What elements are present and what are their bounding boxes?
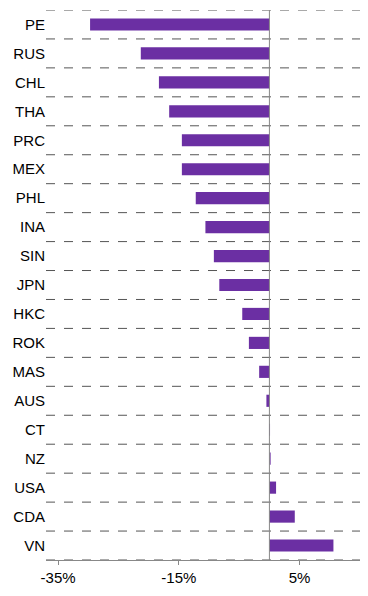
svg-text:CT: CT [25, 421, 45, 438]
svg-text:USA: USA [14, 479, 45, 496]
svg-text:PHL: PHL [16, 189, 45, 206]
svg-text:HKC: HKC [13, 305, 45, 322]
svg-text:MEX: MEX [12, 160, 45, 177]
svg-text:PE: PE [25, 16, 45, 33]
svg-text:AUS: AUS [14, 392, 45, 409]
svg-text:CDA: CDA [13, 508, 45, 525]
svg-text:PRC: PRC [13, 132, 45, 149]
svg-text:MAS: MAS [12, 363, 45, 380]
svg-text:NZ: NZ [25, 450, 45, 467]
svg-text:-15%: -15% [161, 569, 196, 586]
svg-text:JPN: JPN [17, 276, 45, 293]
svg-text:RUS: RUS [13, 45, 45, 62]
svg-text:CHL: CHL [15, 74, 45, 91]
svg-text:-35%: -35% [41, 569, 76, 586]
svg-text:5%: 5% [289, 569, 311, 586]
svg-text:ROK: ROK [12, 334, 45, 351]
svg-text:VN: VN [24, 537, 45, 554]
svg-text:SIN: SIN [20, 247, 45, 264]
svg-text:THA: THA [15, 103, 45, 120]
svg-text:INA: INA [20, 218, 45, 235]
